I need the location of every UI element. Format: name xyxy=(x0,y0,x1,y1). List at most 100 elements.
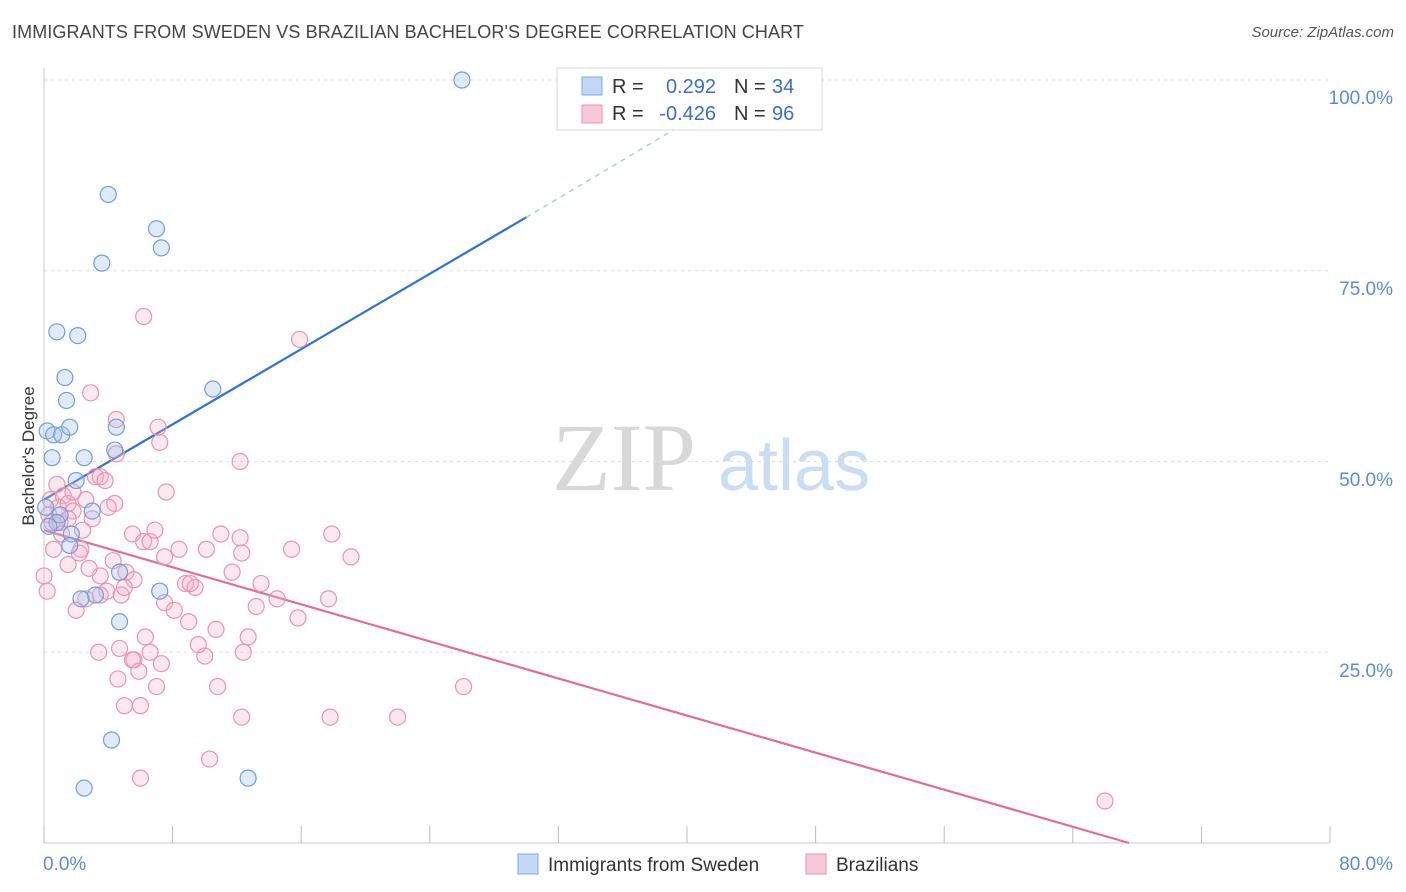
watermark-atlas: atlas xyxy=(718,426,870,506)
point-brazilians-30 xyxy=(135,533,153,551)
bottom-legend-swatch-sweden xyxy=(517,853,539,875)
point-brazilians-70 xyxy=(115,697,133,715)
point-brazilians-35 xyxy=(197,540,215,558)
point-brazilians-51 xyxy=(268,590,286,608)
point-brazilians-87 xyxy=(165,601,183,619)
point-sweden-25 xyxy=(110,563,129,581)
point-brazilians-25 xyxy=(73,521,92,539)
point-brazilians-59 xyxy=(110,639,129,658)
y-tick-label-50: 50.0% xyxy=(1339,470,1393,491)
point-sweden-32 xyxy=(75,779,93,797)
point-sweden-9 xyxy=(204,380,222,398)
point-brazilians-63 xyxy=(234,643,252,661)
point-brazilians-5 xyxy=(151,433,169,452)
point-sweden-19 xyxy=(37,498,55,516)
point-brazilians-69 xyxy=(454,677,473,696)
point-brazilians-75 xyxy=(200,750,219,768)
point-brazilians-50 xyxy=(115,578,133,596)
point-brazilians-94 xyxy=(130,662,148,680)
point-brazilians-40 xyxy=(155,548,174,566)
point-brazilians-36 xyxy=(233,544,251,562)
series-legend: Immigrants from Sweden Brazilians xyxy=(517,853,918,876)
point-brazilians-1 xyxy=(290,330,309,349)
point-brazilians-45 xyxy=(176,574,195,593)
trendline-sweden-extension xyxy=(525,102,720,218)
point-sweden-17 xyxy=(75,449,93,467)
trendline-brazilians xyxy=(43,529,1130,845)
point-brazilians-60 xyxy=(90,643,108,661)
point-sweden-21 xyxy=(83,502,101,520)
point-sweden-7 xyxy=(56,368,74,387)
point-sweden-28 xyxy=(151,582,169,600)
point-brazilians-11 xyxy=(157,483,175,501)
legend-swatch-brazilians xyxy=(581,104,603,124)
point-sweden-1 xyxy=(99,185,117,204)
point-brazilians-27 xyxy=(212,525,230,543)
chart-title: IMMIGRANTS FROM SWEDEN VS BRAZILIAN BACH… xyxy=(12,22,804,42)
point-sweden-2 xyxy=(147,220,166,238)
legend-n-label-brazilians: N = xyxy=(734,103,766,125)
point-brazilians-76 xyxy=(131,769,150,787)
point-brazilians-2 xyxy=(82,384,100,402)
point-sweden-27 xyxy=(72,590,90,608)
legend-r-label-brazilians: R = xyxy=(612,103,644,125)
point-brazilians-90 xyxy=(289,609,307,627)
point-sweden-22 xyxy=(48,513,66,532)
point-brazilians-4 xyxy=(149,418,167,436)
point-sweden-14 xyxy=(107,418,125,436)
point-sweden-5 xyxy=(48,323,66,341)
y-tick-label-75: 75.0% xyxy=(1339,279,1393,300)
bottom-legend-swatch-brazilians xyxy=(805,853,827,875)
point-brazilians-54 xyxy=(91,586,109,604)
point-sweden-30 xyxy=(102,731,121,749)
point-brazilians-84 xyxy=(80,559,98,577)
point-brazilians-58 xyxy=(136,628,154,646)
x-tick-label-min: 0.0% xyxy=(43,854,86,875)
point-brazilians-72 xyxy=(233,708,251,726)
point-brazilians-95 xyxy=(147,677,166,696)
point-brazilians-81 xyxy=(96,471,114,490)
point-brazilians-78 xyxy=(35,567,53,585)
point-sweden-31 xyxy=(239,769,257,787)
point-brazilians-88 xyxy=(247,597,265,616)
point-sweden-18 xyxy=(67,471,85,490)
point-brazilians-66 xyxy=(152,655,170,673)
point-brazilians-57 xyxy=(207,620,225,638)
bottom-legend-label-sweden: Immigrants from Sweden xyxy=(548,855,759,876)
y-axis-label: Bachelor's Degree xyxy=(19,386,38,525)
point-sweden-3 xyxy=(152,239,170,257)
point-brazilians-56 xyxy=(180,613,198,631)
y-tick-label-25: 25.0% xyxy=(1339,661,1393,682)
y-tick-label-100: 100.0% xyxy=(1329,88,1394,109)
point-brazilians-77 xyxy=(1096,792,1114,810)
points xyxy=(35,71,1114,810)
point-brazilians-28 xyxy=(231,529,249,547)
point-sweden-4 xyxy=(93,254,111,272)
point-sweden-29 xyxy=(110,613,129,631)
point-brazilians-67 xyxy=(109,670,127,688)
point-brazilians-73 xyxy=(321,708,339,726)
point-brazilians-29 xyxy=(323,525,341,543)
point-brazilians-61 xyxy=(141,643,159,661)
point-sweden-24 xyxy=(61,536,79,555)
point-brazilians-6 xyxy=(231,452,249,471)
point-sweden-15 xyxy=(106,441,124,459)
point-brazilians-92 xyxy=(189,636,207,654)
legend-r-value-sweden: 0.292 xyxy=(666,76,716,98)
legend-n-value-brazilians: 96 xyxy=(772,103,794,125)
legend-r-value-brazilians: -0.426 xyxy=(659,103,716,125)
point-sweden-6 xyxy=(69,327,87,345)
watermark-zip: ZIP xyxy=(552,404,696,511)
point-brazilians-71 xyxy=(131,697,150,715)
point-brazilians-79 xyxy=(38,582,56,600)
grid xyxy=(44,79,1330,653)
point-brazilians-0 xyxy=(135,307,153,326)
legend-swatch-sweden xyxy=(581,76,603,96)
point-brazilians-93 xyxy=(239,628,257,646)
point-sweden-16 xyxy=(43,449,61,467)
point-brazilians-8 xyxy=(86,468,105,486)
point-brazilians-52 xyxy=(319,590,338,608)
point-brazilians-74 xyxy=(389,708,407,726)
point-sweden-33 xyxy=(40,517,58,535)
